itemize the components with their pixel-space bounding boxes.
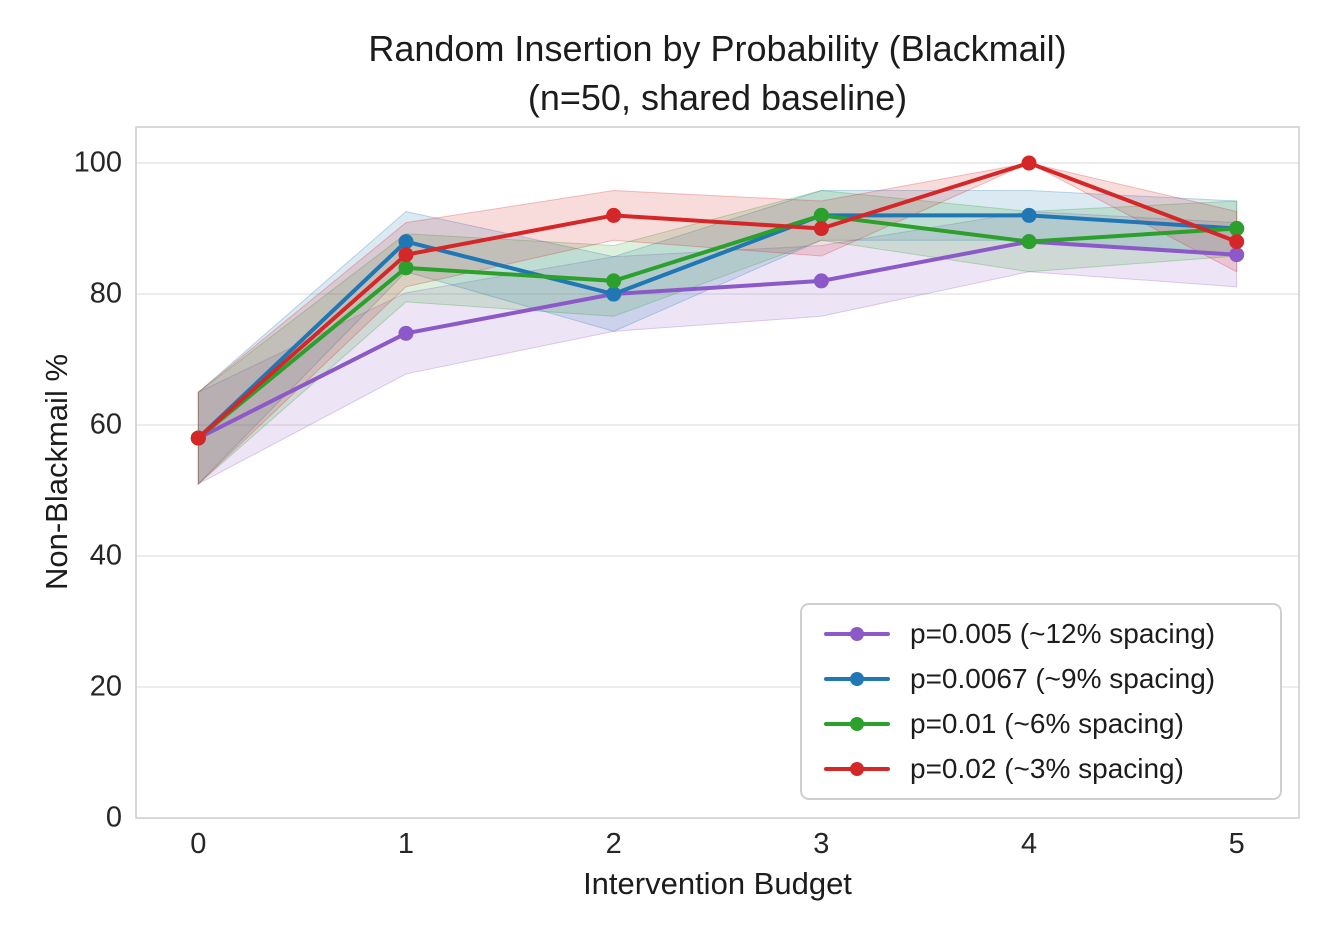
- series-line: [196, 161, 1239, 441]
- legend: p=0.005 (~12% spacing) p=0.0067 (~9% spac…: [800, 603, 1282, 800]
- legend-label: p=0.01 (~6% spacing): [910, 708, 1184, 740]
- data-point: [398, 247, 414, 263]
- data-point: [813, 221, 829, 237]
- confidence-band: [197, 210, 1238, 485]
- chart-title-line1: Random Insertion by Probability (Blackma…: [368, 28, 1067, 69]
- legend-item: p=0.01 (~6% spacing): [824, 708, 1280, 740]
- data-point: [606, 273, 622, 289]
- data-point: [1229, 247, 1245, 263]
- y-tick-label: 60: [89, 408, 122, 441]
- y-tick-label: 100: [73, 146, 122, 179]
- series-line: [196, 213, 1239, 441]
- y-tick-label: 0: [105, 801, 122, 834]
- legend-line-marker-icon: [824, 671, 890, 687]
- series-line: [196, 213, 1239, 441]
- chart-title-line2: (n=50, shared baseline): [527, 77, 908, 118]
- data-point: [398, 234, 414, 250]
- x-tick-label: 4: [1020, 828, 1038, 860]
- legend-line-marker-icon: [824, 626, 890, 642]
- data-point: [398, 325, 414, 341]
- legend-line-marker-icon: [824, 761, 890, 777]
- data-point: [190, 430, 206, 446]
- x-tick-label: 2: [605, 828, 622, 860]
- data-point: [1021, 155, 1037, 171]
- data-point: [1229, 221, 1245, 237]
- data-point: [606, 286, 622, 302]
- y-tick-label: 20: [89, 670, 122, 703]
- plot-border: [135, 126, 1300, 819]
- legend-item: p=0.02 (~3% spacing): [824, 753, 1280, 785]
- chart-title: Random Insertion by Probability (Blackma…: [136, 24, 1299, 122]
- x-tick-label: 0: [190, 828, 207, 860]
- data-point: [606, 207, 622, 223]
- data-point: [1021, 207, 1037, 223]
- x-tick-label: 3: [813, 828, 830, 860]
- x-axis-label: Intervention Budget: [583, 866, 852, 901]
- legend-label: p=0.0067 (~9% spacing): [910, 662, 1216, 694]
- data-point: [1229, 234, 1245, 250]
- data-point: [1021, 234, 1037, 250]
- y-tick-label: 40: [89, 539, 122, 572]
- x-tick-label: 1: [397, 828, 415, 860]
- legend-label: p=0.005 (~12% spacing): [910, 617, 1216, 649]
- data-point: [398, 260, 414, 276]
- series-line: [196, 239, 1239, 441]
- data-point: [813, 207, 829, 223]
- y-tick-label: 80: [89, 277, 122, 310]
- legend-item: p=0.005 (~12% spacing): [824, 618, 1280, 650]
- legend-label: p=0.02 (~3% spacing): [910, 753, 1184, 785]
- legend-item: p=0.0067 (~9% spacing): [824, 663, 1280, 695]
- legend-line-marker-icon: [824, 716, 890, 732]
- x-tick-label: 5: [1228, 828, 1245, 860]
- data-point: [813, 273, 829, 289]
